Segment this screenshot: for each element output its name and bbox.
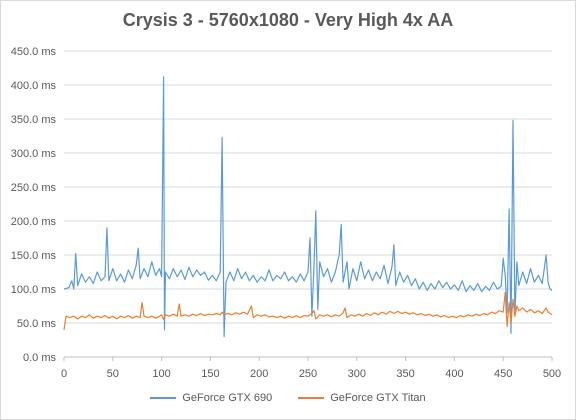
x-tick-label: 400 [445, 368, 463, 380]
legend-item-series-1: GeForce GTX 690 [150, 392, 272, 404]
x-tick-label: 250 [299, 368, 317, 380]
y-tick-label: 400.0 ms [11, 80, 57, 92]
series-line-2 [63, 291, 553, 330]
x-tick-label: 0 [61, 368, 67, 380]
y-tick-label: 200.0 ms [11, 216, 57, 228]
y-tick-label: 0.0 ms [23, 352, 57, 364]
y-tick-label: 100.0 ms [11, 284, 57, 296]
x-tick-label: 100 [152, 368, 170, 380]
x-tick-label: 350 [396, 368, 414, 380]
legend-label-series-2: GeForce GTX Titan [330, 392, 426, 404]
series-lines [63, 76, 553, 338]
chart-legend: GeForce GTX 690 GeForce GTX Titan [0, 392, 576, 404]
legend-item-series-2: GeForce GTX Titan [298, 392, 426, 404]
x-tick-label: 500 [543, 368, 561, 380]
y-tick-label: 350.0 ms [11, 114, 57, 126]
x-tick-label: 300 [348, 368, 366, 380]
y-tick-label: 150.0 ms [11, 250, 57, 262]
y-tick-label: 250.0 ms [11, 182, 57, 194]
series-line-1 [63, 76, 553, 338]
x-tick-label: 150 [201, 368, 219, 380]
x-tick-label: 50 [107, 368, 119, 380]
x-tick-label: 200 [250, 368, 268, 380]
legend-label-series-1: GeForce GTX 690 [182, 392, 273, 404]
y-tick-label: 300.0 ms [11, 148, 57, 160]
gridlines [64, 50, 552, 358]
legend-swatch-series-2 [298, 397, 325, 399]
y-tick-label: 50.0 ms [17, 318, 57, 330]
y-axis-tick-labels: 0.0 ms 50.0 ms 100.0 ms 150.0 ms 200.0 ms 250… [11, 46, 57, 364]
x-axis-tick-labels: 0 50 100 150 200 250 300 350 400 450 500 [61, 357, 561, 380]
legend-swatch-series-1 [150, 397, 177, 399]
y-tick-label: 450.0 ms [11, 46, 57, 58]
x-tick-label: 450 [494, 368, 512, 380]
chart-title: Crysis 3 - 5760x1080 - Very High 4x AA [122, 10, 454, 30]
